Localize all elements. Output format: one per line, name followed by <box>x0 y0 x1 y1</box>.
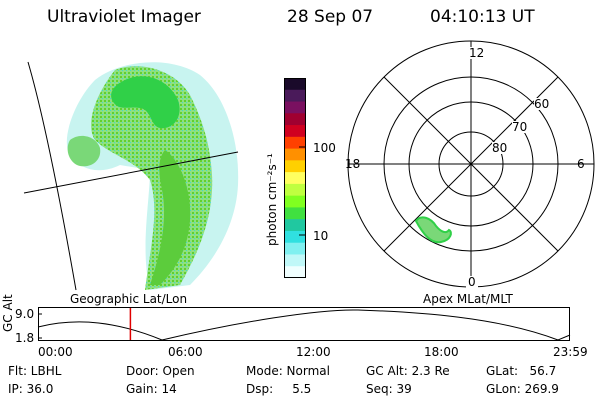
colorbar-segment <box>284 172 306 185</box>
colorbar-segment <box>284 230 306 244</box>
geo-panel-label: Geographic Lat/Lon <box>70 292 188 306</box>
gc-alt-status: GC Alt: 2.3 Re <box>366 364 450 378</box>
timeline-xtick-2359: 23:59 <box>553 345 588 359</box>
colorbar-unit-label: photon cm⁻²s⁻¹ <box>265 153 279 246</box>
aurora-band <box>150 150 191 285</box>
aurora-west-lobe <box>67 135 101 167</box>
aurora-core <box>111 76 180 129</box>
polar-aurora-blob <box>414 216 452 244</box>
colorbar-segment <box>284 148 306 161</box>
colorbar-segment <box>284 207 306 220</box>
observation-date: 28 Sep 07 <box>287 7 374 27</box>
mode-status: Mode: Normal <box>246 364 330 378</box>
filter-status: Flt: LBHL <box>8 364 62 378</box>
mlt-label-18: 18 <box>345 157 361 171</box>
colorbar-segment <box>284 125 306 138</box>
timeline-axis-label: GC Alt <box>1 294 15 332</box>
instrument-title: Ultraviolet Imager <box>47 7 201 27</box>
colorbar-segment <box>284 78 306 91</box>
timeline-xtick-1800: 18:00 <box>424 345 459 359</box>
observation-time: 04:10:13 UT <box>430 7 535 27</box>
dsp-status: Dsp: 5.5 <box>246 382 312 396</box>
mlt-label-0: 0 <box>466 275 478 289</box>
altitude-timeline <box>37 307 571 341</box>
timeline-ytick-1-8: 1.8 <box>15 331 35 345</box>
colorbar-tick-100: 100 <box>313 141 336 155</box>
colorbar-segment <box>284 266 306 279</box>
mlt-label-6: 6 <box>577 157 585 171</box>
colorbar-segment <box>284 101 306 114</box>
colorbar-segment <box>284 242 306 255</box>
polar-panel-label: Apex MLat/MLT <box>423 292 513 306</box>
colorbar-segment <box>284 219 306 232</box>
door-status: Door: Open <box>126 364 195 378</box>
altitude-curve <box>37 309 571 341</box>
lon-line <box>27 61 77 291</box>
timeline-ytick-9: 9.0 <box>15 307 35 321</box>
mlt-label-12: 12 <box>467 46 487 60</box>
colorbar-segment <box>284 195 306 208</box>
lat-line <box>23 151 239 194</box>
gain-status: Gain: 14 <box>126 382 177 396</box>
colorbar-segment <box>284 136 306 150</box>
colorbar-segment <box>284 183 306 197</box>
timeline-xtick-0000: 00:00 <box>38 345 73 359</box>
colorbar-tick-10: 10 <box>313 229 329 243</box>
ip-status: IP: 36.0 <box>8 382 54 396</box>
mlat-label-70: 70 <box>512 120 528 134</box>
mlat-label-80: 80 <box>492 141 508 155</box>
color-scale <box>284 78 306 279</box>
colorbar-segment <box>284 254 306 267</box>
timeline-xtick-0600: 06:00 <box>168 345 203 359</box>
seq-status: Seq: 39 <box>366 382 412 396</box>
timeline-xtick-1200: 12:00 <box>296 345 331 359</box>
glon-status: GLon: 269.9 <box>486 382 559 396</box>
polar-mlt-plot <box>347 40 595 288</box>
geographic-image <box>23 61 239 291</box>
colorbar-segment <box>284 160 306 173</box>
colorbar-segment <box>284 89 306 103</box>
glat-status: GLat: 56.7 <box>486 364 557 378</box>
mlat-label-60: 60 <box>534 97 550 111</box>
colorbar-segment <box>284 113 306 126</box>
